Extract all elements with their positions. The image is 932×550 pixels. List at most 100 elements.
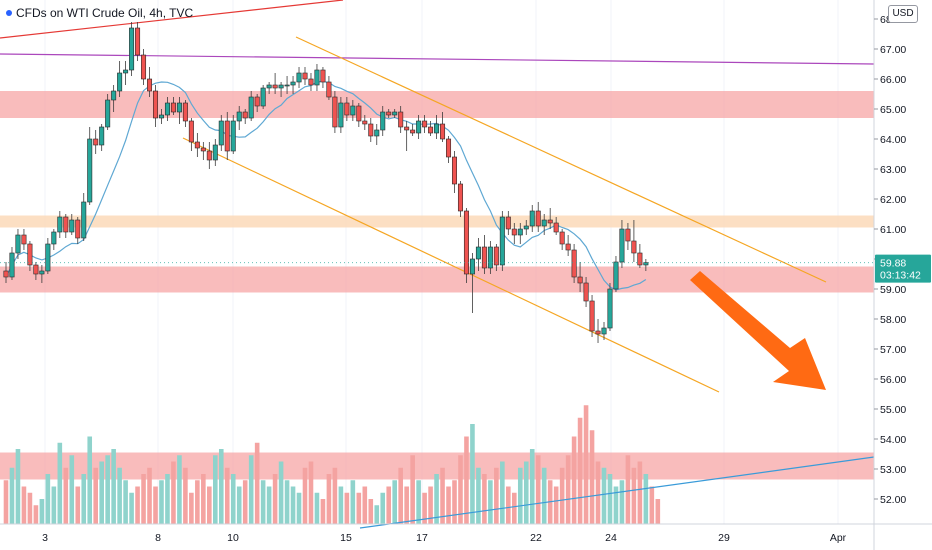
candle-body[interactable] xyxy=(230,120,236,152)
channel-upper-line[interactable] xyxy=(295,36,827,283)
candle-body[interactable] xyxy=(583,282,589,302)
candle-body[interactable] xyxy=(141,54,147,80)
candle-body[interactable] xyxy=(69,219,75,233)
candle-body[interactable] xyxy=(320,69,326,83)
trendline-red[interactable] xyxy=(0,0,344,39)
candle-body[interactable] xyxy=(356,105,362,122)
candle-body[interactable] xyxy=(595,330,601,335)
candle-body[interactable] xyxy=(625,228,631,242)
candle-body[interactable] xyxy=(374,129,380,137)
candle-body[interactable] xyxy=(434,123,440,134)
candle-body[interactable] xyxy=(75,219,81,239)
candle-body[interactable] xyxy=(511,228,517,236)
candle-body[interactable] xyxy=(487,246,493,269)
candle-body[interactable] xyxy=(182,102,188,122)
candle-body[interactable] xyxy=(607,288,613,329)
candle-body[interactable] xyxy=(212,144,218,161)
candle-body[interactable] xyxy=(338,102,344,128)
candle-body[interactable] xyxy=(422,120,428,128)
candle-body[interactable] xyxy=(380,111,386,131)
candle-body[interactable] xyxy=(135,27,141,56)
candle-body[interactable] xyxy=(386,111,392,116)
candle-body[interactable] xyxy=(87,138,93,203)
candle-body[interactable] xyxy=(517,228,523,236)
candle-body[interactable] xyxy=(392,111,398,116)
candle-body[interactable] xyxy=(27,243,33,266)
candle-body[interactable] xyxy=(33,264,39,275)
candle-body[interactable] xyxy=(451,156,457,185)
candle-body[interactable] xyxy=(619,228,625,263)
candle-body[interactable] xyxy=(290,81,296,86)
candle-body[interactable] xyxy=(529,210,535,227)
candle-body[interactable] xyxy=(362,120,368,125)
candle-body[interactable] xyxy=(278,84,284,89)
candle-body[interactable] xyxy=(111,90,117,101)
candle-body[interactable] xyxy=(643,262,649,266)
candle-body[interactable] xyxy=(51,231,57,245)
candle-body[interactable] xyxy=(260,87,266,107)
candle-body[interactable] xyxy=(218,120,224,146)
candle-body[interactable] xyxy=(302,72,308,80)
candle-body[interactable] xyxy=(559,231,565,245)
candle-body[interactable] xyxy=(601,327,607,335)
candle-body[interactable] xyxy=(266,84,272,89)
candle-body[interactable] xyxy=(308,78,314,86)
candle-body[interactable] xyxy=(272,84,278,89)
candle-body[interactable] xyxy=(404,126,410,131)
candle-body[interactable] xyxy=(9,252,15,278)
candle-body[interactable] xyxy=(147,78,153,92)
candle-body[interactable] xyxy=(547,219,553,224)
candle-body[interactable] xyxy=(63,216,69,233)
candle-body[interactable] xyxy=(236,111,242,122)
candle-body[interactable] xyxy=(153,90,159,119)
candle-body[interactable] xyxy=(158,114,164,119)
candle-body[interactable] xyxy=(469,258,475,275)
candle-body[interactable] xyxy=(631,240,637,254)
candle-body[interactable] xyxy=(326,81,332,98)
candle-body[interactable] xyxy=(535,210,541,227)
trendline-blue[interactable] xyxy=(359,456,875,529)
candle-body[interactable] xyxy=(99,126,105,146)
candle-body[interactable] xyxy=(565,243,571,251)
candle-body[interactable] xyxy=(200,147,206,152)
candle-body[interactable] xyxy=(176,102,182,113)
candle-body[interactable] xyxy=(105,99,111,128)
candle-body[interactable] xyxy=(3,270,9,278)
candle-body[interactable] xyxy=(344,102,350,116)
candle-body[interactable] xyxy=(368,123,374,137)
candle-body[interactable] xyxy=(571,249,577,278)
candle-body[interactable] xyxy=(523,225,529,230)
candle-body[interactable] xyxy=(224,120,230,152)
candle-body[interactable] xyxy=(463,210,469,275)
candle-body[interactable] xyxy=(188,120,194,143)
candle-body[interactable] xyxy=(21,234,27,245)
candle-body[interactable] xyxy=(81,201,87,239)
candle-body[interactable] xyxy=(332,96,338,128)
candle-body[interactable] xyxy=(123,69,129,74)
candle-body[interactable] xyxy=(248,96,254,119)
channel-lower-line[interactable] xyxy=(182,137,720,393)
candle-body[interactable] xyxy=(93,138,99,146)
candle-body[interactable] xyxy=(446,138,452,158)
candle-body[interactable] xyxy=(553,222,559,233)
candle-body[interactable] xyxy=(398,111,404,128)
candle-body[interactable] xyxy=(457,183,463,212)
candle-body[interactable] xyxy=(613,261,619,290)
candle-body[interactable] xyxy=(242,111,248,119)
candle-body[interactable] xyxy=(284,84,290,87)
candle-body[interactable] xyxy=(254,96,260,107)
candle-body[interactable] xyxy=(440,123,446,140)
candle-body[interactable] xyxy=(541,219,547,227)
candle-body[interactable] xyxy=(296,72,302,83)
candle-body[interactable] xyxy=(57,216,63,233)
candle-body[interactable] xyxy=(117,72,123,92)
candle-body[interactable] xyxy=(39,270,45,275)
candle-body[interactable] xyxy=(493,246,499,266)
candle-body[interactable] xyxy=(206,150,212,161)
candle-body[interactable] xyxy=(45,243,51,272)
currency-button[interactable]: USD xyxy=(888,5,918,23)
candle-body[interactable] xyxy=(350,105,356,116)
candle-body[interactable] xyxy=(194,141,200,149)
candle-body[interactable] xyxy=(15,234,21,254)
candle-body[interactable] xyxy=(577,276,583,284)
